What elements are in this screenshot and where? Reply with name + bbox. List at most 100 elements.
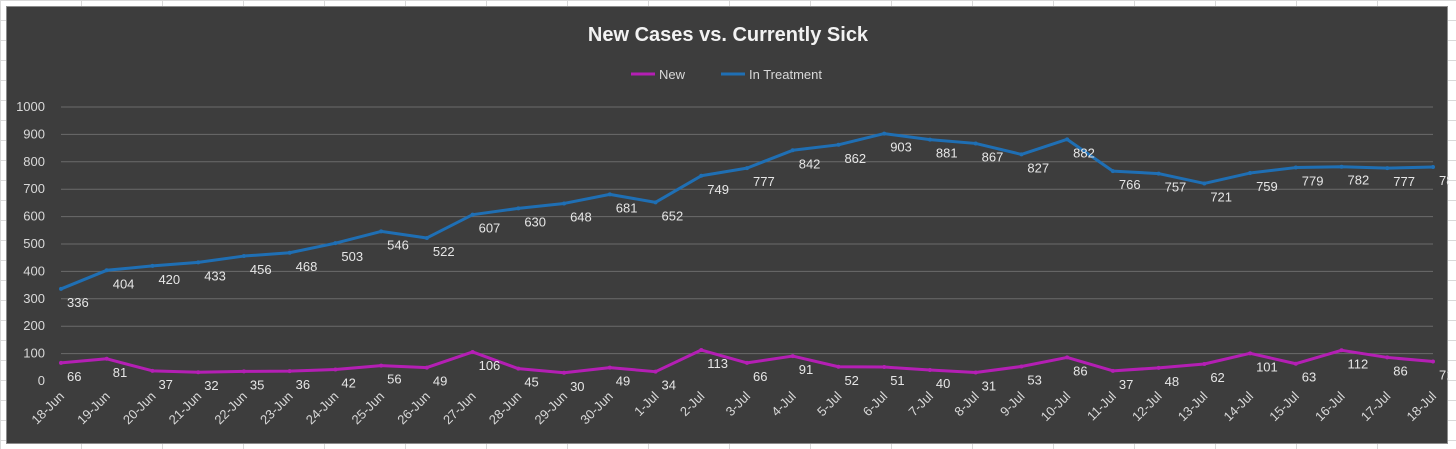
x-tick-label: 12-Jul [1129,388,1165,424]
data-point [927,368,932,373]
series-lines [59,131,1435,375]
data-point [607,365,612,370]
data-point [150,263,155,268]
data-point [1065,137,1070,142]
data-label: 903 [890,140,912,155]
x-tick-label: 18-Jul [1403,388,1439,424]
data-label: 630 [524,214,546,229]
data-label: 721 [1210,189,1232,204]
line-chart: New Cases vs. Currently Sick New In Treat… [16,24,1449,427]
x-axis-ticks: 18-Jun 19-Jun 20-Jun 21-Jun 22-Jun 23-Jun 24-J… [28,388,1439,427]
data-label: 66 [67,369,81,384]
data-label: 766 [1119,177,1141,192]
x-tick-label: 11-Jul [1084,388,1119,423]
x-tick-label: 26-Jun [394,389,433,428]
x-tick-label: 17-Jul [1358,388,1394,424]
data-label: 49 [616,374,630,389]
data-label: 81 [113,365,127,380]
chart-title: New Cases vs. Currently Sick [588,24,869,46]
data-label: 37 [1119,377,1133,392]
data-point [745,360,749,365]
data-label: 842 [799,156,821,171]
x-tick-label: 27-Jun [440,389,479,428]
data-label: 32 [204,378,218,393]
x-tick-label: 28-Jun [486,389,525,428]
data-point [1385,355,1390,360]
x-tick-label: 23-Jun [257,389,296,428]
data-label: 681 [616,200,638,215]
legend-label: New [659,67,686,82]
data-label: 86 [1393,363,1407,378]
data-point [836,142,841,147]
data-point [1202,362,1207,367]
x-tick-label: 13-Jul [1175,388,1211,424]
data-point [607,192,612,197]
data-point [653,200,658,205]
data-point [104,268,109,273]
data-label: 86 [1073,363,1087,378]
x-tick-label: 4-Jul [768,388,799,419]
data-point [516,366,521,371]
x-tick-label: 8-Jul [951,388,982,419]
data-point [562,370,567,375]
y-axis-ticks: 0 100 200 300 400 500 600 700 800 900 1000 [16,99,45,388]
x-tick-label: 15-Jul [1266,388,1302,424]
x-tick-label: 29-Jun [531,389,570,428]
data-point [470,212,475,217]
data-label: 37 [158,377,172,392]
data-label: 71 [1439,368,1449,383]
data-point [424,235,429,240]
data-point [196,260,201,265]
data-label: 546 [387,237,409,252]
data-label: 781 [1439,173,1449,188]
y-tick-label: 500 [23,236,45,251]
data-label: 433 [204,268,226,283]
x-tick-label: 5-Jul [814,388,845,419]
data-point [790,148,795,153]
data-point [1385,166,1390,171]
data-point [699,348,704,353]
data-label: 45 [524,375,538,390]
data-labels: 66 81 37 32 35 36 42 56 49 106 45 30 49 34 113 66 91 52 51… [67,140,1449,394]
legend: New In Treatment [631,67,822,82]
data-label: 91 [799,362,813,377]
data-label: 62 [1210,370,1224,385]
data-point [379,229,384,234]
x-tick-label: 3-Jul [723,388,754,419]
data-label: 862 [844,151,866,166]
data-point [882,131,887,136]
data-point [1156,365,1161,370]
data-label: 112 [1348,356,1369,371]
data-point [836,364,841,369]
data-point [699,173,704,178]
data-point [241,254,246,259]
data-label: 30 [570,379,584,394]
data-label: 40 [936,376,950,391]
chart-area[interactable]: New Cases vs. Currently Sick New In Treat… [6,6,1449,444]
data-point [379,363,384,368]
data-point [1431,165,1435,170]
x-tick-label: 19-Jun [74,389,113,428]
data-point [562,201,567,206]
data-label: 468 [296,259,318,274]
data-point [287,250,292,255]
data-label: 336 [67,295,89,310]
y-tick-label: 0 [38,373,45,388]
data-label: 35 [250,377,264,392]
x-tick-label: 14-Jul [1221,388,1257,424]
data-point [973,370,978,375]
data-label: 757 [1165,180,1187,195]
data-point [745,166,749,171]
data-label: 36 [296,377,310,392]
data-point [1248,351,1253,356]
data-label: 759 [1256,179,1278,194]
data-label: 113 [707,356,728,371]
data-label: 31 [982,379,996,394]
y-tick-label: 300 [23,291,45,306]
x-tick-label: 20-Jun [120,389,159,428]
data-label: 503 [341,249,363,264]
data-label: 749 [707,182,729,197]
data-point [1202,181,1207,186]
data-label: 48 [1165,374,1179,389]
data-label: 782 [1348,173,1370,188]
